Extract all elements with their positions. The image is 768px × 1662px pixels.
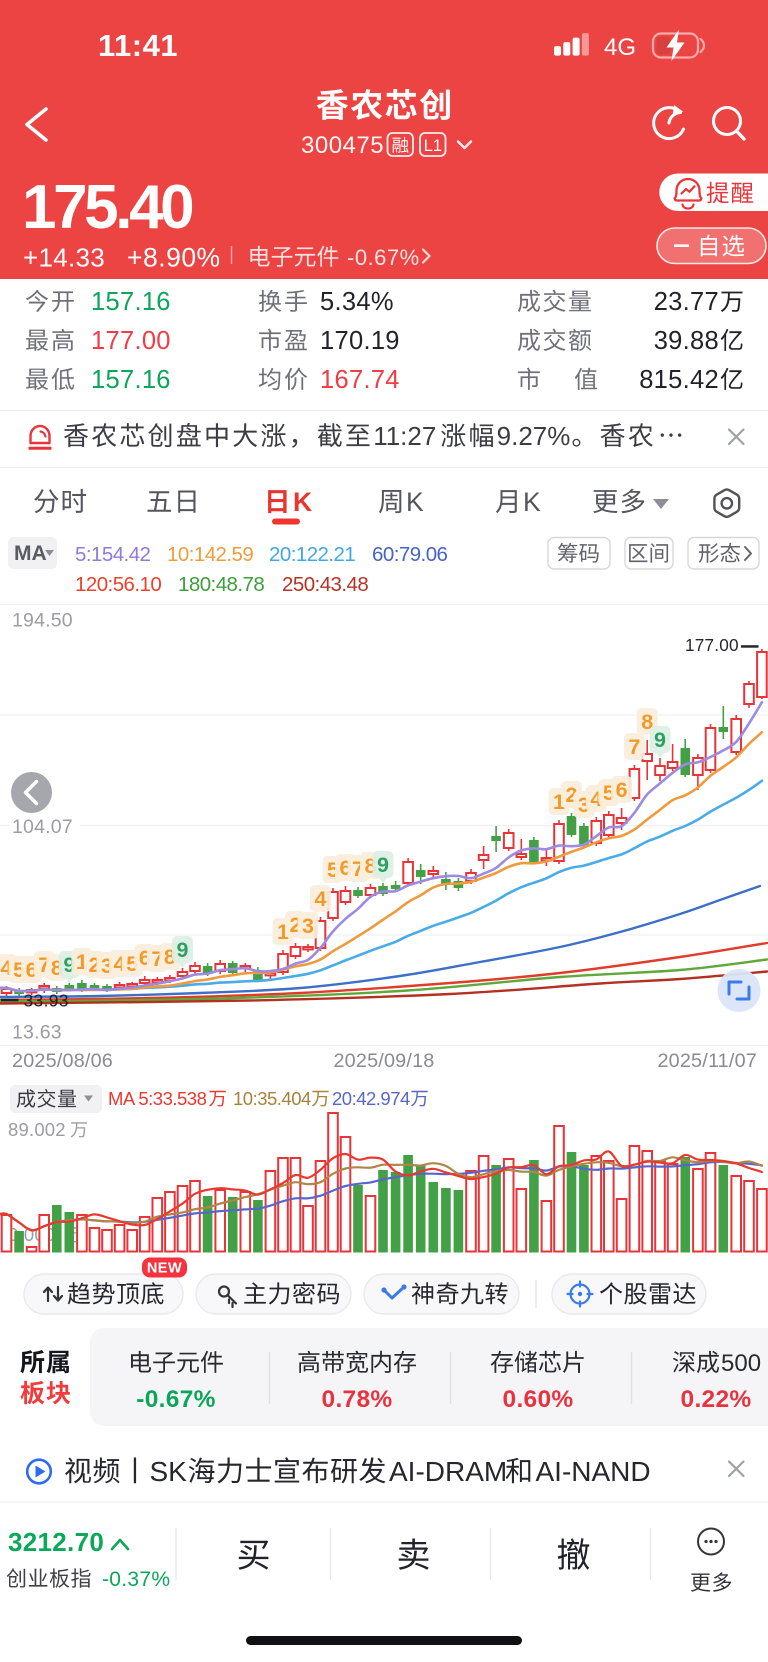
svg-text:2025/09/18: 2025/09/18 [333,1050,434,1072]
svg-text:L1: L1 [424,137,442,155]
svg-text:9.27%: 9.27% [497,421,571,451]
svg-text:NEW: NEW [147,1261,182,1277]
svg-text:157.16: 157.16 [91,366,171,394]
svg-text:39.88: 39.88 [654,327,719,355]
svg-text:194.50: 194.50 [12,610,73,632]
svg-text:+8.90%: +8.90% [127,243,221,273]
svg-text:MA: MA [14,542,47,565]
svg-text:33.93: 33.93 [24,991,69,1011]
svg-text:0.78%: 0.78% [322,1386,393,1413]
svg-text:177.00: 177.00 [91,327,171,355]
svg-text:23.77: 23.77 [654,288,719,316]
svg-text:13.63: 13.63 [12,1022,62,1044]
svg-text:-0.67%: -0.67% [347,245,420,270]
svg-text:7: 7 [628,735,640,759]
svg-text:177.00: 177.00 [685,635,739,655]
svg-text:9: 9 [654,728,666,752]
svg-text:300475: 300475 [301,132,384,159]
svg-text:120:56.10: 120:56.10 [75,573,161,596]
svg-text:K: K [293,487,312,517]
svg-text:170.19: 170.19 [320,327,400,355]
svg-text:175.40: 175.40 [22,173,192,242]
svg-text:-0.67%: -0.67% [136,1386,215,1413]
svg-text:0.22%: 0.22% [681,1386,752,1413]
svg-text:4G: 4G [604,34,636,61]
svg-text:SK: SK [150,1456,188,1487]
svg-text:11:27: 11:27 [373,421,436,451]
svg-text:180:48.78: 180:48.78 [178,573,264,596]
svg-text:6: 6 [616,778,628,802]
svg-text:60:79.06: 60:79.06 [372,543,448,566]
svg-text:2025/11/07: 2025/11/07 [657,1050,757,1072]
svg-text:K: K [523,487,541,517]
svg-text:250:43.48: 250:43.48 [282,573,368,596]
svg-text:5.34%: 5.34% [320,288,394,316]
svg-text:500: 500 [721,1350,761,1377]
svg-text:167.74: 167.74 [320,366,400,394]
svg-text:8: 8 [641,710,653,734]
svg-text:104.07: 104.07 [12,816,73,838]
svg-text:2025/08/06: 2025/08/06 [12,1050,113,1072]
svg-text:3: 3 [302,914,314,938]
svg-text:9: 9 [177,938,189,962]
svg-text:9: 9 [377,853,389,877]
svg-text:4: 4 [315,887,327,911]
svg-text:AI-DRAM: AI-DRAM [389,1456,507,1487]
svg-text:+14.33: +14.33 [23,243,105,273]
svg-text:20:122.21: 20:122.21 [269,543,355,566]
svg-text:11:41: 11:41 [98,28,178,63]
svg-text:-0.37%: -0.37% [102,1568,170,1591]
svg-text:157.16: 157.16 [91,288,171,316]
svg-text:89.002: 89.002 [8,1119,66,1140]
svg-text:5:154.42: 5:154.42 [75,543,151,566]
svg-text:815.42: 815.42 [639,366,719,394]
svg-text:3212.70: 3212.70 [8,1527,104,1557]
svg-text:10:142.59: 10:142.59 [167,543,253,566]
svg-text:10:35.404: 10:35.404 [233,1088,311,1109]
svg-text:0.60%: 0.60% [503,1386,574,1413]
svg-text:K: K [406,487,424,517]
svg-text:20:42.974: 20:42.974 [332,1088,410,1109]
svg-text:MA 5:33.538: MA 5:33.538 [108,1088,207,1109]
svg-text:AI-NAND: AI-NAND [536,1456,651,1487]
